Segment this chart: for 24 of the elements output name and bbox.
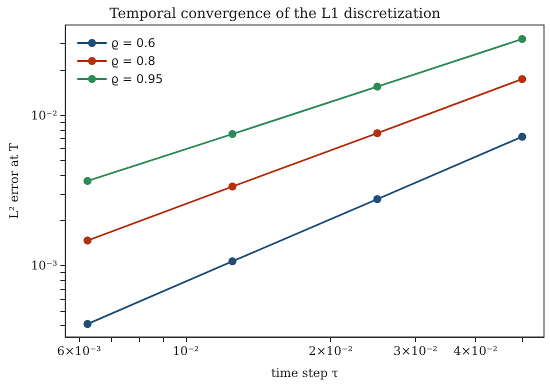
y-axis-title: L² error at T: [7, 143, 21, 219]
chart-title: Temporal convergence of the L1 discretization: [109, 6, 441, 22]
x-tick-label: 3×10⁻²: [393, 344, 438, 358]
point: [84, 320, 92, 328]
legend-label: ϱ = 0.6: [111, 36, 156, 50]
point: [518, 132, 526, 141]
point: [373, 82, 382, 91]
x-axis-title: time step τ: [271, 366, 339, 380]
point: [84, 236, 92, 245]
point: [373, 129, 382, 138]
x-tick-label: 4×10⁻²: [453, 344, 498, 358]
x-tick-label: 2×10⁻²: [308, 344, 353, 358]
legend-label: ϱ = 0.8: [111, 54, 156, 68]
point: [84, 176, 92, 185]
x-tick-label: 10⁻²: [172, 344, 200, 358]
point: [373, 195, 382, 204]
y-tick-label: 10⁻³: [30, 258, 58, 273]
point: [228, 182, 236, 191]
point: [228, 130, 236, 138]
x-tick-label: 6×10⁻³: [56, 344, 102, 358]
point: [228, 257, 236, 266]
point: [518, 35, 526, 44]
legend-label: ϱ = 0.95: [111, 72, 164, 86]
point: [518, 75, 526, 84]
